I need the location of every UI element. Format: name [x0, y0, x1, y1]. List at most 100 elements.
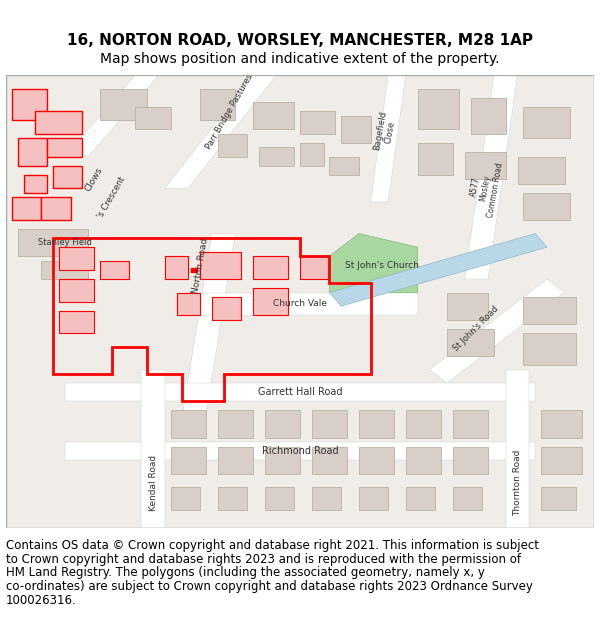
Bar — [518, 156, 565, 184]
Text: Richmond Road: Richmond Road — [262, 446, 338, 456]
Text: St John's Church: St John's Church — [346, 261, 419, 270]
Bar — [23, 174, 47, 192]
Polygon shape — [65, 75, 159, 156]
Text: to Crown copyright and database rights 2023 and is reproduced with the permissio: to Crown copyright and database rights 2… — [6, 552, 521, 566]
Bar — [464, 152, 506, 179]
Text: 16, NORTON ROAD, WORSLEY, MANCHESTER, M28 1AP: 16, NORTON ROAD, WORSLEY, MANCHESTER, M2… — [67, 33, 533, 48]
Bar — [359, 410, 394, 437]
Polygon shape — [329, 234, 547, 306]
Text: Map shows position and indicative extent of the property.: Map shows position and indicative extent… — [100, 52, 500, 66]
Text: Bagefield
Close: Bagefield Close — [372, 110, 398, 153]
Bar — [523, 192, 571, 220]
Bar — [253, 102, 294, 129]
Bar — [218, 410, 253, 437]
Bar — [523, 297, 577, 324]
Bar — [312, 446, 347, 474]
Bar — [170, 410, 206, 437]
Bar — [212, 297, 241, 319]
Bar — [18, 138, 47, 166]
Bar — [35, 111, 82, 134]
Bar — [541, 488, 577, 510]
Polygon shape — [182, 234, 235, 415]
Polygon shape — [506, 369, 529, 528]
Polygon shape — [65, 442, 535, 460]
Bar — [59, 311, 94, 333]
Bar — [59, 247, 94, 270]
Text: Norton Road: Norton Road — [191, 237, 209, 294]
Bar — [200, 89, 235, 120]
Bar — [523, 333, 577, 365]
Polygon shape — [65, 383, 535, 401]
Bar — [300, 111, 335, 134]
Bar — [170, 488, 200, 510]
Bar — [359, 446, 394, 474]
Text: Garrett Hall Road: Garrett Hall Road — [258, 387, 342, 398]
Bar — [18, 229, 88, 256]
Bar — [453, 446, 488, 474]
Bar — [170, 446, 206, 474]
Text: Stanley Field: Stanley Field — [38, 238, 92, 247]
Bar — [12, 198, 41, 220]
Bar — [41, 198, 71, 220]
Bar — [41, 261, 88, 279]
Bar — [312, 488, 341, 510]
Bar — [418, 143, 453, 174]
Bar — [406, 446, 441, 474]
Bar — [312, 410, 347, 437]
Text: Church Vale: Church Vale — [273, 299, 327, 308]
Bar — [265, 446, 300, 474]
Bar — [265, 410, 300, 437]
Bar — [100, 261, 130, 279]
Bar — [447, 329, 494, 356]
Bar — [453, 488, 482, 510]
Polygon shape — [430, 279, 565, 383]
Polygon shape — [182, 292, 418, 315]
Bar — [406, 488, 435, 510]
Bar — [418, 89, 459, 129]
Polygon shape — [464, 75, 518, 279]
Bar — [165, 256, 188, 279]
Text: Kendal Road: Kendal Road — [149, 455, 157, 511]
Bar — [341, 116, 371, 143]
Bar — [100, 89, 147, 120]
Bar — [541, 410, 582, 437]
Text: HM Land Registry. The polygons (including the associated geometry, namely x, y: HM Land Registry. The polygons (includin… — [6, 566, 485, 579]
Bar — [12, 89, 47, 120]
Text: A577
Mosley
Common Road: A577 Mosley Common Road — [466, 158, 505, 218]
Bar — [53, 166, 82, 188]
Polygon shape — [371, 75, 406, 202]
Bar — [218, 446, 253, 474]
Polygon shape — [329, 234, 418, 292]
Text: co-ordinates) are subject to Crown copyright and database rights 2023 Ordnance S: co-ordinates) are subject to Crown copyr… — [6, 580, 533, 593]
Bar — [253, 288, 288, 315]
Bar — [300, 143, 323, 166]
Bar — [176, 292, 200, 315]
Bar — [265, 488, 294, 510]
Bar — [59, 279, 94, 301]
Bar — [453, 410, 488, 437]
Bar — [541, 446, 582, 474]
Bar — [447, 292, 488, 319]
Bar — [191, 268, 197, 272]
Bar — [523, 107, 571, 138]
Bar — [406, 410, 441, 437]
Text: Parr Bridge Pastures: Parr Bridge Pastures — [204, 72, 255, 151]
Polygon shape — [141, 369, 165, 528]
Text: Contains OS data © Crown copyright and database right 2021. This information is : Contains OS data © Crown copyright and d… — [6, 539, 539, 552]
Text: Thornton Road: Thornton Road — [513, 449, 522, 516]
Text: Clows: Clows — [84, 166, 104, 193]
Bar — [259, 148, 294, 166]
Text: St John's Road: St John's Road — [452, 304, 501, 353]
Text: 100026316.: 100026316. — [6, 594, 77, 607]
Bar — [300, 256, 329, 279]
Bar — [329, 156, 359, 174]
Bar — [218, 488, 247, 510]
Bar — [47, 138, 82, 156]
Bar — [470, 98, 506, 134]
Bar — [200, 252, 241, 279]
Polygon shape — [165, 75, 277, 188]
Bar — [218, 134, 247, 156]
Bar — [359, 488, 388, 510]
Bar — [253, 256, 288, 279]
Text: 's Crescent: 's Crescent — [96, 175, 127, 220]
